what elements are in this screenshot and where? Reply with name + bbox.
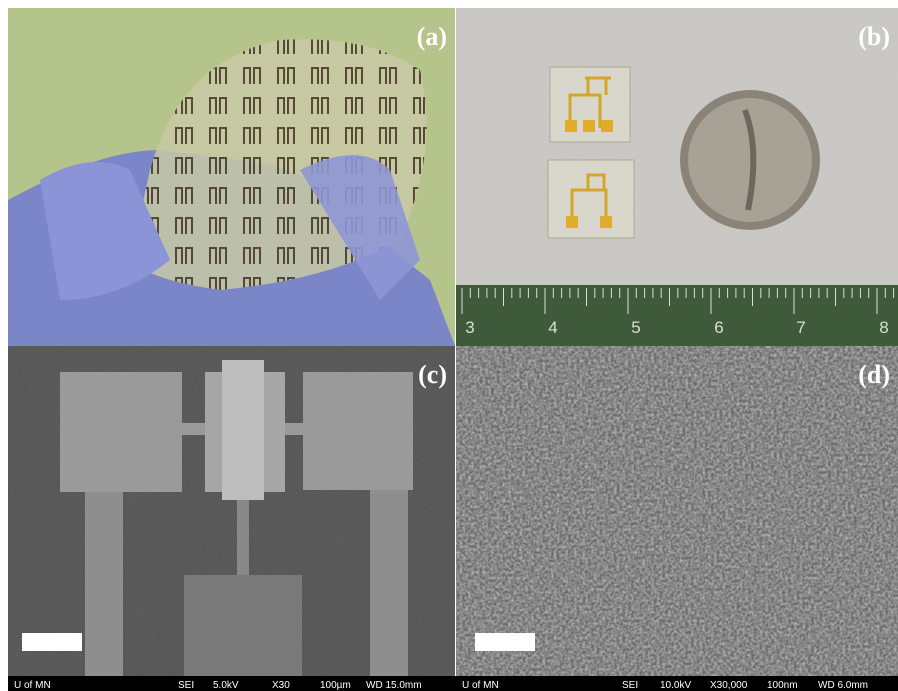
info-bar	[8, 676, 898, 691]
info-text: WD 6.0mm	[818, 680, 868, 691]
ruler-number: 8	[879, 318, 888, 337]
info-text: 10.0kV	[660, 680, 691, 691]
info-text: X30	[272, 680, 290, 691]
figure: (a) 3 4 5 6 7 8 (b) (c)	[0, 0, 898, 691]
info-text: 5.0kV	[213, 680, 239, 691]
info-text: WD 15.0mm	[366, 680, 422, 691]
info-text: U of MN	[14, 680, 51, 691]
panel-label: (b)	[858, 22, 890, 51]
ruler-number: 6	[714, 318, 723, 337]
info-text: 100nm	[767, 680, 798, 691]
info-text: X30,000	[710, 680, 748, 691]
ruler-number: 4	[548, 318, 557, 337]
panel-label: (d)	[858, 360, 890, 389]
info-text: 100µm	[320, 680, 351, 691]
info-text: SEI	[622, 680, 638, 691]
ruler-number: 3	[465, 318, 474, 337]
panel-a: (a)	[8, 8, 455, 346]
info-text: SEI	[178, 680, 194, 691]
panel-c: (c)	[8, 346, 455, 691]
ruler-number: 7	[796, 318, 805, 337]
panel-label: (c)	[418, 360, 447, 389]
panel-label: (a)	[417, 22, 447, 51]
panel-b: 3 4 5 6 7 8 (b)	[456, 8, 898, 346]
panel-d: (d)	[456, 346, 898, 691]
info-text: U of MN	[462, 680, 499, 691]
ruler-number: 5	[631, 318, 640, 337]
